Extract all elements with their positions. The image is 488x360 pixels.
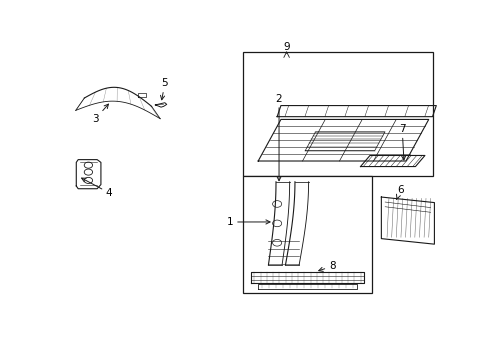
- Text: 4: 4: [81, 178, 112, 198]
- Text: 1: 1: [226, 217, 269, 227]
- Text: 9: 9: [283, 42, 289, 52]
- Text: 6: 6: [396, 185, 403, 199]
- Text: 8: 8: [318, 261, 335, 271]
- Text: 3: 3: [92, 104, 108, 123]
- Text: 2: 2: [275, 94, 282, 181]
- Text: 7: 7: [398, 124, 405, 160]
- Bar: [243, 51, 432, 176]
- Text: 5: 5: [160, 78, 168, 100]
- Bar: [243, 176, 371, 293]
